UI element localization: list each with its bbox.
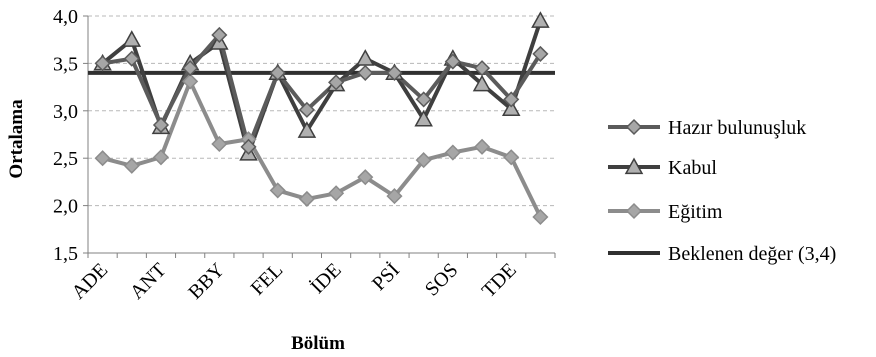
legend-label: Kabul [668,157,717,179]
x-tick-label: TDE [478,259,521,302]
legend-label: Beklenen değer (3,4) [668,243,836,265]
legend-marker-diamond [625,118,643,136]
data-point-diamond [269,182,286,199]
data-point-diamond [328,185,345,202]
data-point-diamond [503,91,520,108]
series-lines [88,20,555,218]
data-point-diamond [444,144,461,161]
data-point-triangle [356,49,375,66]
data-point-triangle [122,30,142,47]
x-tick-label: SOS [421,259,463,301]
data-point-diamond [386,64,403,81]
y-tick-label: 3,5 [53,53,78,75]
data-point-diamond [532,208,549,226]
x-tick-label: FEL [247,259,288,300]
data-point-triangle [414,109,433,127]
data-point-diamond [532,45,549,62]
data-markers [93,11,550,226]
series-line-2 [102,79,543,218]
data-point-diamond [123,157,140,174]
x-tick-label: İDE [306,258,346,298]
y-tick-label: 2,0 [53,196,78,218]
data-point-diamond [152,149,170,166]
data-point-diamond [123,50,140,67]
legend-marker-triangle [624,157,644,175]
y-tick-label: 3,0 [53,101,78,123]
x-tick-label: PSİ [367,258,404,295]
data-point-triangle [472,74,492,92]
data-point-diamond [211,135,228,153]
y-tick-label: 1,5 [53,243,78,265]
data-point-triangle [297,121,317,138]
data-point-diamond [386,188,403,205]
x-tick-label: ADE [68,259,113,304]
data-point-diamond [94,55,111,72]
data-point-diamond [182,73,199,90]
data-point-diamond [152,116,170,134]
x-tick-label: BBY [184,259,229,304]
y-axis-title: Ortalama [6,99,27,179]
legend-label: Hazır bulunuşluk [668,117,806,139]
legend-label: Eğitim [668,201,723,223]
data-point-diamond [269,64,286,81]
data-point-diamond [240,138,257,155]
data-point-diamond [298,190,315,208]
data-point-diamond [357,169,374,186]
y-tick-label: 2,5 [53,148,78,170]
data-point-diamond [473,138,491,155]
legend: Hazır bulunuşluk Kabul Eğitim Beklenen değe… [608,117,836,265]
data-point-diamond [503,149,520,166]
series-line-0 [102,32,543,149]
data-point-triangle [501,99,521,117]
x-axis-title: Bölüm [291,333,345,354]
data-point-diamond [182,60,199,77]
data-point-diamond [473,60,491,77]
data-point-diamond [415,91,432,108]
data-point-diamond [211,26,228,44]
data-point-diamond [357,64,374,81]
data-point-diamond [444,53,461,70]
x-tick-label: ANT [126,259,171,304]
axes: 1,5 2,0 2,5 3,0 3,5 4,0 ADE ANT BBY FEL İDE PSİ SOS T… [53,6,556,304]
data-point-diamond [328,74,345,91]
data-point-diamond [415,152,432,169]
y-tick-label: 4,0 [53,6,78,28]
data-point-diamond [94,150,111,167]
data-point-diamond [298,101,315,118]
data-point-triangle [531,11,550,28]
legend-marker-diamond [625,202,643,220]
